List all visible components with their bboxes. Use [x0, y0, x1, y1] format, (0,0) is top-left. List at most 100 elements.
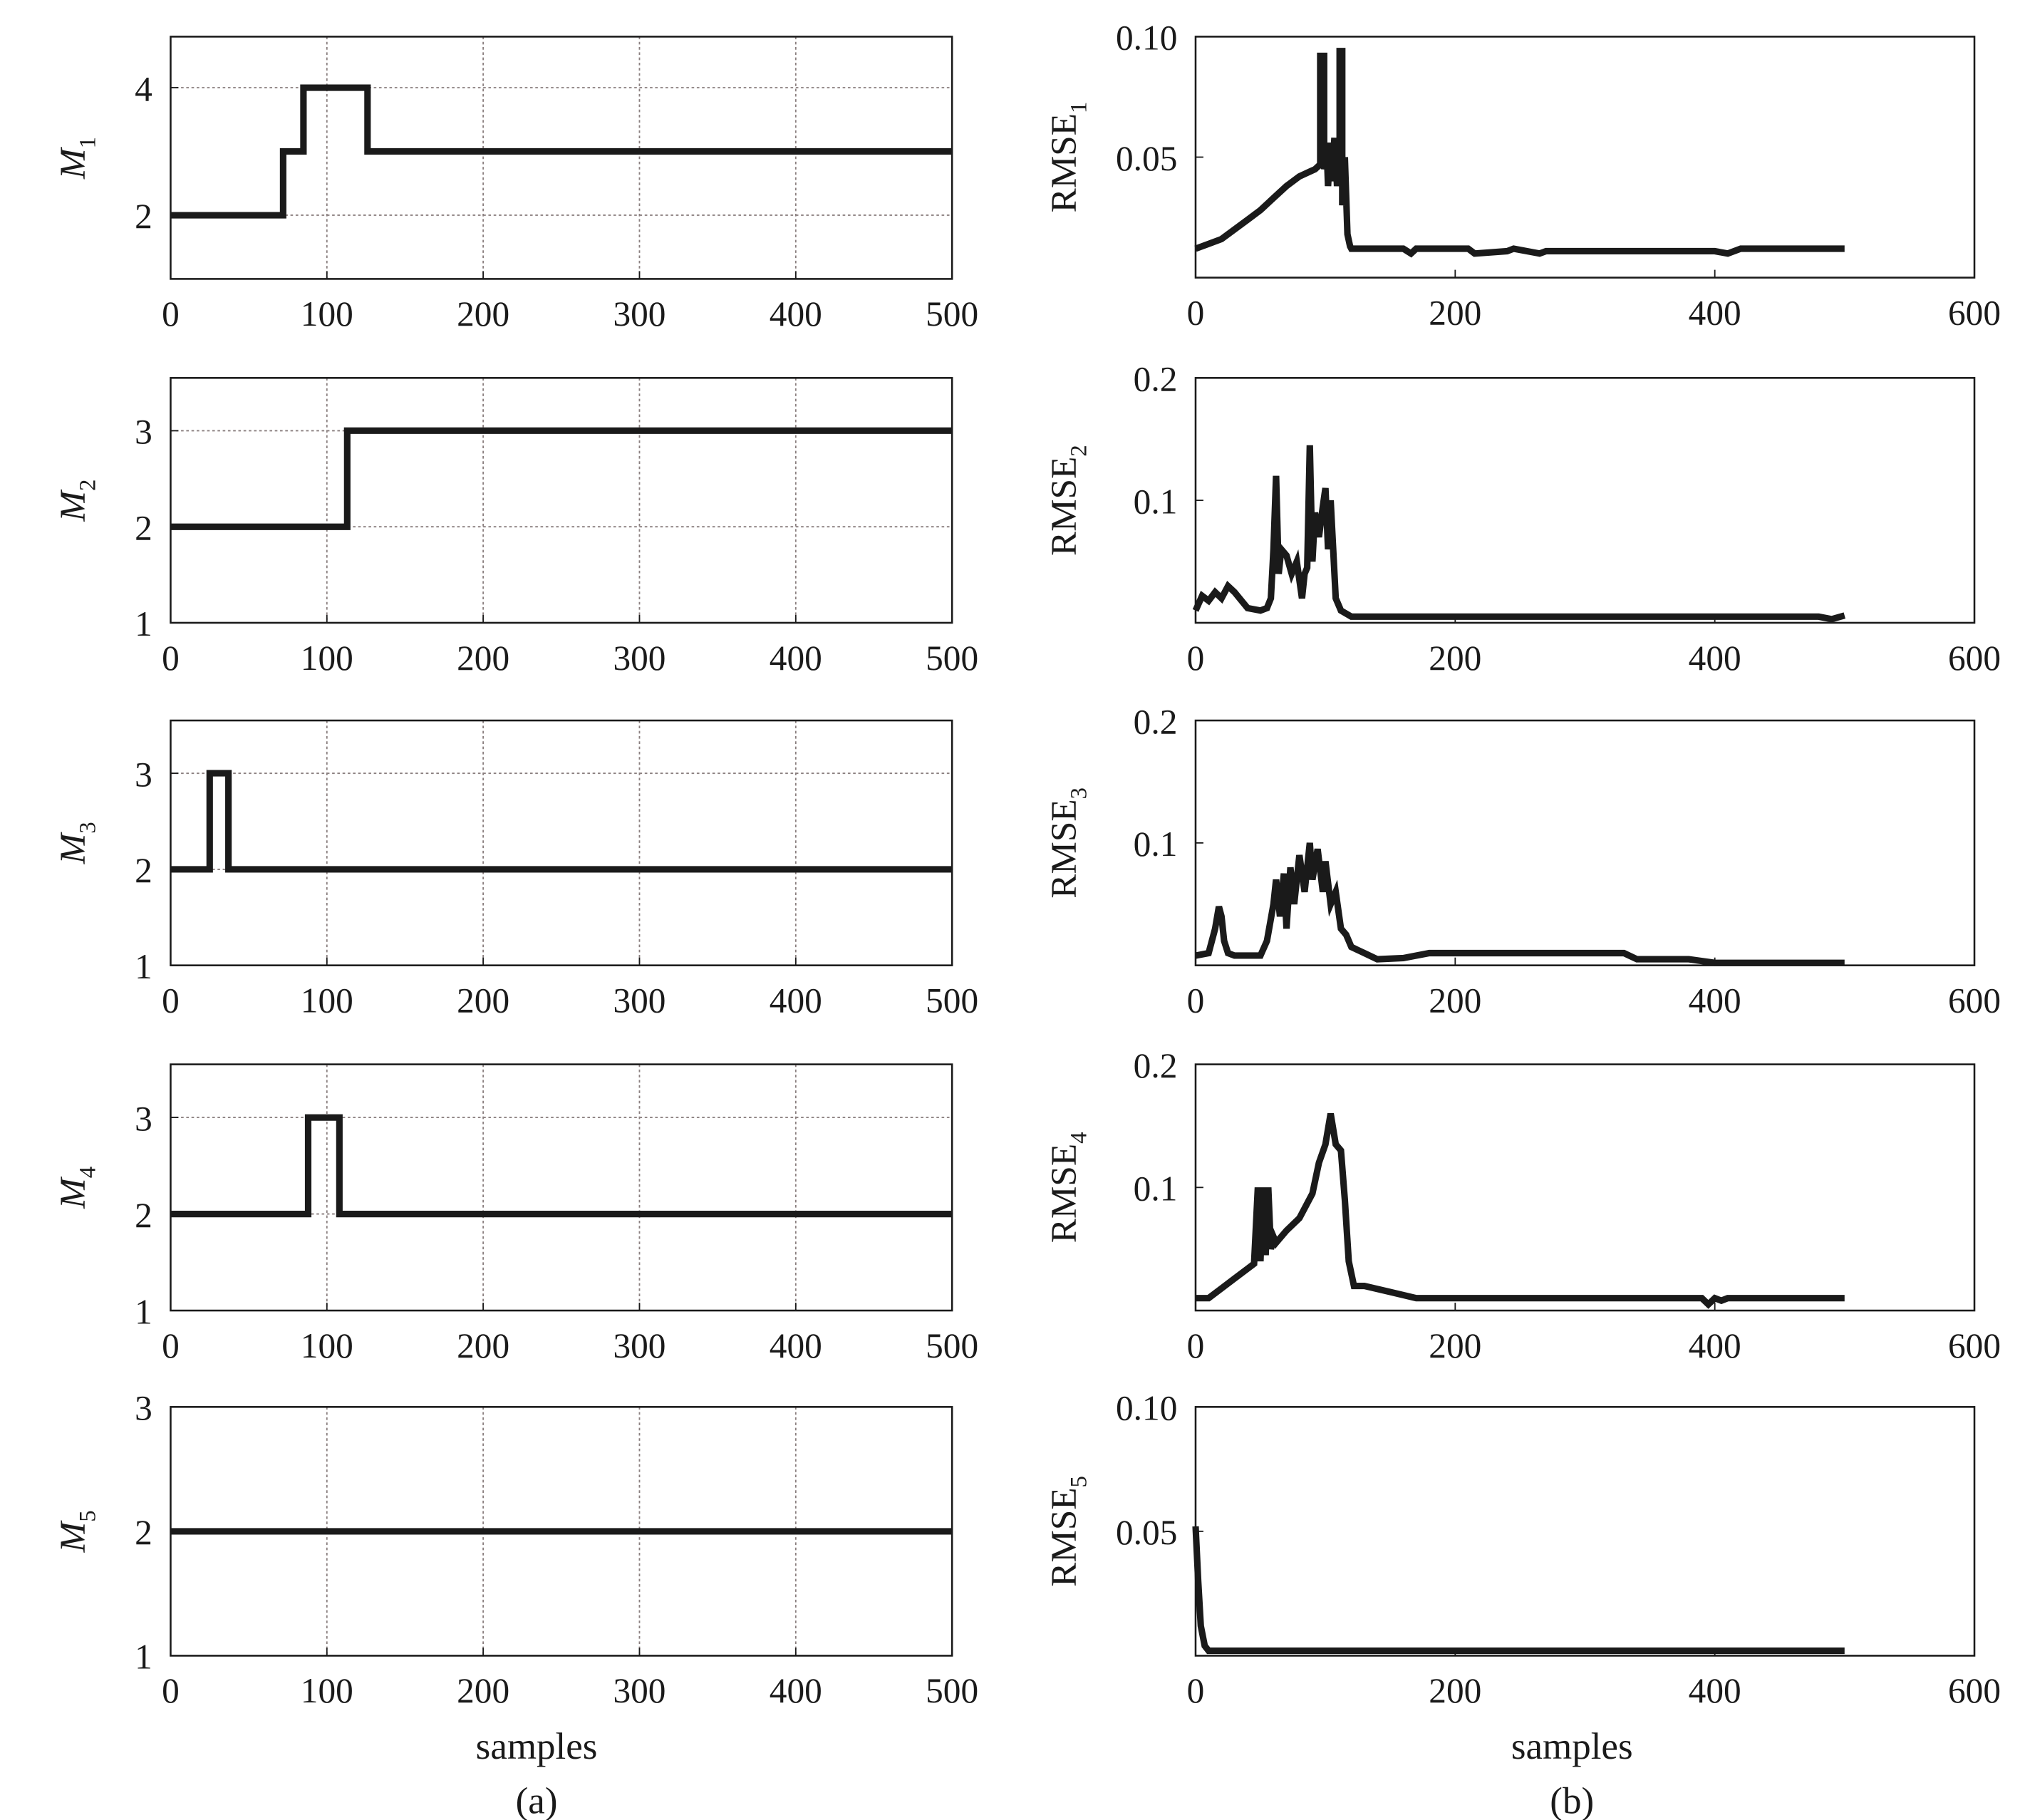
y-tick-label: 3 [135, 413, 152, 452]
right-caption: (b) [1550, 1781, 1594, 1820]
x-tick-label: 100 [301, 1326, 353, 1365]
x-tick-label: 0 [162, 294, 180, 334]
chart-panel-7: 0 200 400 600 0.1 0.2 RMSE2 [1044, 360, 2001, 678]
y-axis-label-subscript: 5 [1066, 1476, 1092, 1487]
x-tick-label: 100 [301, 638, 353, 678]
y-tick-label: 0.1 [1134, 824, 1178, 864]
y-axis-label-main: RMSE [1044, 113, 1084, 212]
x-tick-label: 200 [1429, 981, 1481, 1020]
x-tick-label: 300 [613, 638, 665, 678]
series-line [1195, 1112, 1845, 1309]
plot-frame [1194, 719, 1976, 966]
y-axis-label: RMSE5 [1044, 1476, 1092, 1587]
y-tick-label: 0.1 [1134, 482, 1178, 521]
y-axis-label-subscript: 3 [1066, 787, 1092, 799]
x-tick-label: 400 [770, 638, 822, 678]
y-axis-label-main: M [53, 490, 93, 522]
chart-panel-5: 0 100 200 300 400 500 1 2 3 M5 [53, 1389, 978, 1711]
x-tick-label: 500 [926, 981, 978, 1020]
y-axis-label-subscript: 2 [75, 480, 100, 491]
x-tick-label: 200 [1429, 293, 1481, 332]
x-tick-label: 600 [1948, 1326, 2001, 1365]
y-tick-label: 3 [135, 755, 152, 794]
x-tick-label: 400 [770, 294, 822, 334]
y-tick-label: 2 [135, 1513, 152, 1552]
x-tick-label: 0 [162, 638, 180, 678]
x-tick-label: 400 [770, 1671, 822, 1710]
series-line [170, 770, 953, 873]
x-tick-label: 500 [926, 1326, 978, 1365]
x-tick-label: 300 [613, 981, 665, 1020]
chart-panel-1: 0 100 200 300 400 500 2 4 M1 [53, 36, 978, 334]
y-axis-label: M2 [53, 480, 101, 522]
x-tick-label: 400 [770, 981, 822, 1020]
x-tick-label: 300 [613, 1671, 665, 1710]
chart-panel-9: 0 200 400 600 0.1 0.2 RMSE4 [1044, 1046, 2001, 1365]
x-tick-label: 300 [613, 1326, 665, 1365]
x-tick-label: 400 [1689, 981, 1741, 1020]
y-axis-label-main: RMSE [1044, 799, 1084, 898]
x-tick-label: 0 [162, 981, 180, 1020]
chart-panel-4: 0 100 200 300 400 500 1 2 3 M4 [53, 1063, 978, 1365]
y-axis-label-subscript: 4 [1066, 1132, 1092, 1143]
right-xlabel: samples [1511, 1726, 1633, 1767]
x-tick-label: 0 [1187, 638, 1205, 678]
y-axis-label-main: M [53, 1520, 93, 1553]
y-tick-label: 1 [135, 604, 152, 643]
y-axis-label-subscript: 3 [75, 822, 100, 833]
y-axis-label: M4 [53, 1167, 101, 1209]
y-tick-label: 0.2 [1134, 702, 1178, 741]
x-tick-label: 0 [1187, 981, 1205, 1020]
x-tick-label: 0 [162, 1671, 180, 1710]
x-tick-label: 100 [301, 981, 353, 1020]
x-tick-label: 500 [926, 294, 978, 334]
x-tick-label: 200 [1429, 1326, 1481, 1365]
plot-frame [170, 36, 953, 280]
x-tick-label: 200 [457, 1671, 509, 1710]
y-tick-label: 2 [135, 1196, 152, 1235]
y-axis-label-subscript: 4 [75, 1167, 100, 1178]
chart-panel-8: 0 200 400 600 0.1 0.2 RMSE3 [1044, 702, 2001, 1020]
y-axis-label-main: M [53, 1177, 93, 1209]
y-axis-label-subscript: 1 [75, 137, 100, 148]
y-tick-label: 0.10 [1116, 1389, 1177, 1428]
x-tick-label: 200 [457, 638, 509, 678]
y-axis-label: RMSE3 [1044, 787, 1092, 899]
x-tick-label: 600 [1948, 293, 2001, 332]
y-axis-label: RMSE2 [1044, 445, 1092, 556]
plot-frame [170, 377, 953, 624]
x-tick-label: 0 [1187, 1326, 1205, 1365]
y-tick-label: 1 [135, 947, 152, 986]
plot-frame [1194, 1406, 1976, 1657]
plot-frame [1194, 36, 1976, 279]
y-tick-label: 1 [135, 1638, 152, 1677]
x-tick-label: 200 [1429, 1671, 1481, 1710]
x-tick-label: 100 [301, 1671, 353, 1710]
x-tick-label: 400 [1689, 1326, 1741, 1365]
y-axis-label-subscript: 1 [1066, 102, 1092, 113]
x-tick-label: 200 [1429, 638, 1481, 678]
y-axis-label-main: RMSE [1044, 1144, 1084, 1243]
x-tick-label: 200 [457, 294, 509, 334]
y-axis-label-main: RMSE [1044, 1487, 1084, 1586]
x-tick-label: 0 [1187, 1671, 1205, 1710]
series-line [170, 1114, 953, 1218]
y-axis-label-subscript: 2 [1066, 445, 1092, 456]
x-tick-label: 600 [1948, 638, 2001, 678]
x-tick-label: 400 [1689, 638, 1741, 678]
x-tick-label: 600 [1948, 981, 2001, 1020]
y-axis-label-main: M [53, 832, 93, 864]
y-tick-label: 0.05 [1116, 1513, 1177, 1552]
x-tick-label: 400 [770, 1326, 822, 1365]
y-tick-label: 0.1 [1134, 1169, 1178, 1209]
x-tick-label: 400 [1689, 1671, 1741, 1710]
y-axis-label-main: RMSE [1044, 457, 1084, 556]
y-tick-label: 1 [135, 1292, 152, 1331]
x-tick-label: 0 [162, 1326, 180, 1365]
series-line [1192, 1526, 1845, 1655]
series-line [170, 84, 953, 219]
y-axis-label: M1 [53, 137, 101, 180]
series-line [1192, 445, 1846, 623]
